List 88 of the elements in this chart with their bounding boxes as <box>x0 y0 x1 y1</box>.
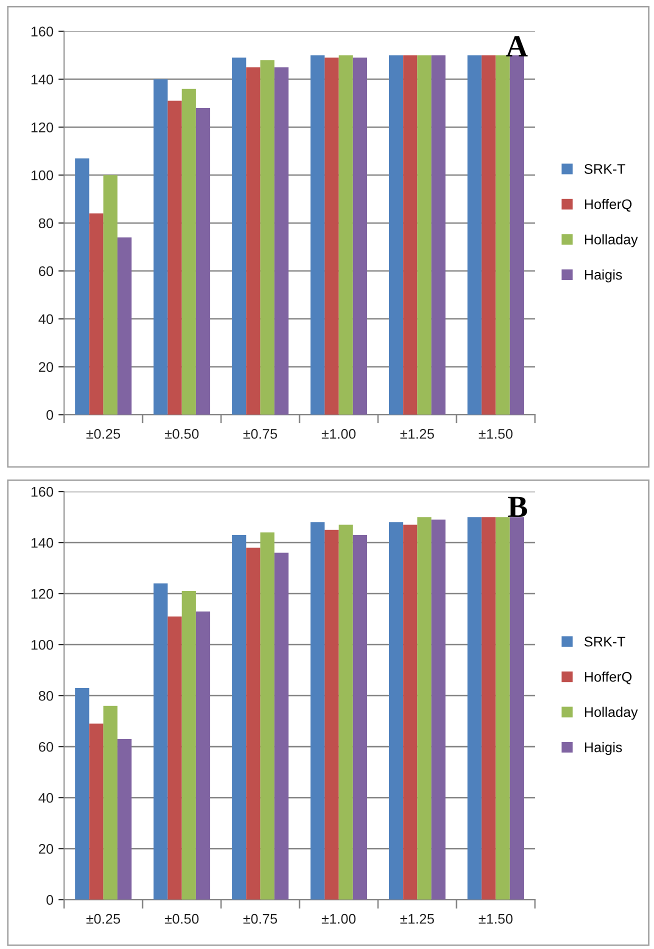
y-tick-label: 80 <box>38 218 54 228</box>
bar <box>417 55 432 415</box>
bar <box>417 517 432 900</box>
legend-label: Haigis <box>584 742 622 755</box>
legend-label: Haigis <box>584 269 622 282</box>
x-tick-label: ±1.50 <box>478 428 513 439</box>
x-tick-label: ±1.25 <box>400 914 434 924</box>
bar <box>467 55 482 415</box>
x-tick-label: ±0.50 <box>164 428 199 439</box>
legend-label: HofferQ <box>584 672 632 684</box>
y-tick-label: 0 <box>46 894 54 905</box>
bar <box>352 534 368 900</box>
bar <box>431 520 446 900</box>
y-tick-label: 20 <box>38 844 54 854</box>
legend-label: Holladay <box>584 234 638 248</box>
bar <box>232 58 246 415</box>
bar <box>154 583 168 900</box>
bar <box>260 532 274 900</box>
bar <box>117 237 132 415</box>
y-tick-label: 160 <box>32 26 54 36</box>
x-tick-label: ±0.25 <box>86 428 120 439</box>
bar <box>482 517 496 900</box>
x-tick-label: ±1.25 <box>400 428 434 439</box>
y-tick-label: 40 <box>38 792 54 803</box>
y-tick-label: 40 <box>38 314 54 324</box>
y-tick-label: 80 <box>38 690 54 701</box>
chart-title: B <box>508 496 528 517</box>
y-tick-label: 60 <box>38 742 54 752</box>
x-tick-label: ±0.25 <box>86 914 120 924</box>
legend-label: SRK-T <box>584 636 626 647</box>
bar <box>310 522 325 900</box>
bar <box>103 706 118 900</box>
bar <box>75 688 90 900</box>
y-tick-label: 60 <box>38 266 54 276</box>
bar <box>482 55 496 415</box>
x-tick-label: ±0.75 <box>243 428 278 439</box>
bar <box>260 60 274 415</box>
y-tick-label: 140 <box>32 538 54 548</box>
bar <box>89 724 104 900</box>
x-tick-label: ±0.50 <box>164 914 199 924</box>
bar <box>403 55 418 415</box>
bar <box>274 552 289 900</box>
x-tick-label: ±1.50 <box>478 914 513 924</box>
bar <box>324 530 339 900</box>
bar <box>246 548 260 900</box>
bar <box>196 108 210 415</box>
x-tick-label: ±1.00 <box>322 428 356 439</box>
legend-label: HofferQ <box>584 198 632 212</box>
bar <box>324 58 339 415</box>
bar <box>510 517 524 900</box>
bar <box>496 517 510 900</box>
bar <box>510 55 524 415</box>
bar <box>310 55 325 415</box>
bar <box>246 67 260 415</box>
bar <box>403 524 418 900</box>
bar <box>232 534 246 900</box>
y-tick-label: 20 <box>38 362 54 372</box>
bar <box>352 58 368 415</box>
bar <box>168 616 182 900</box>
bar <box>182 88 196 415</box>
y-tick-label: 160 <box>32 486 54 497</box>
bar <box>467 517 482 900</box>
bar <box>389 55 404 415</box>
y-tick-label: 120 <box>32 122 54 132</box>
bar <box>496 55 510 415</box>
y-tick-label: 0 <box>46 410 54 420</box>
bar <box>274 67 289 415</box>
bar <box>338 524 353 900</box>
bar <box>431 55 446 415</box>
y-tick-label: 100 <box>32 640 54 650</box>
x-tick-label: ±1.00 <box>322 914 356 924</box>
chart-title: A <box>506 36 528 56</box>
bar <box>168 100 182 415</box>
y-tick-label: 140 <box>32 74 54 84</box>
y-tick-label: 100 <box>32 170 54 180</box>
bar <box>117 738 132 900</box>
bar <box>182 591 196 900</box>
legend-label: Holladay <box>584 706 638 720</box>
bar <box>103 175 118 415</box>
bar <box>75 158 90 415</box>
bar <box>89 213 104 415</box>
bar <box>196 611 210 900</box>
bar <box>154 79 168 415</box>
legend-label: SRK-T <box>584 164 626 174</box>
bar <box>389 522 404 900</box>
bar <box>338 55 353 415</box>
x-tick-label: ±0.75 <box>243 914 278 924</box>
y-tick-label: 120 <box>32 588 54 599</box>
